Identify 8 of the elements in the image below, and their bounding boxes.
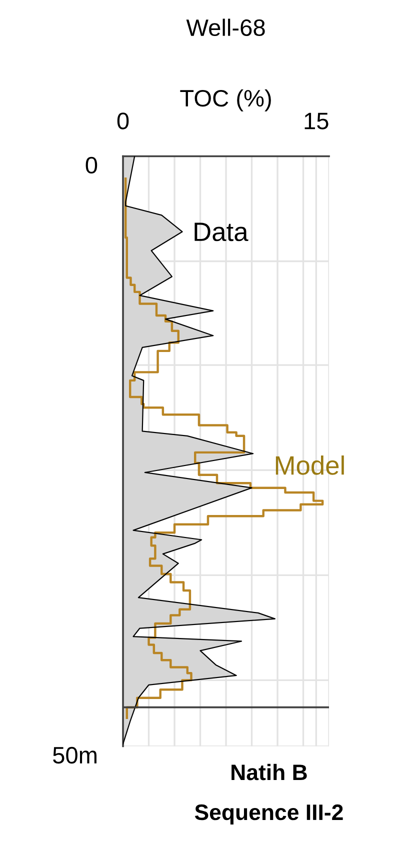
y-tick-label: 50m	[53, 746, 96, 764]
text: Sequence III-2	[194, 804, 343, 825]
chart-title: Well-68	[186, 18, 265, 36]
x-tick-label: 15	[304, 112, 328, 130]
text: Natih B	[232, 764, 307, 780]
x-axis-title: TOC (%)	[180, 89, 271, 112]
series-label: Data	[194, 222, 248, 242]
series-label: Model	[276, 455, 344, 475]
